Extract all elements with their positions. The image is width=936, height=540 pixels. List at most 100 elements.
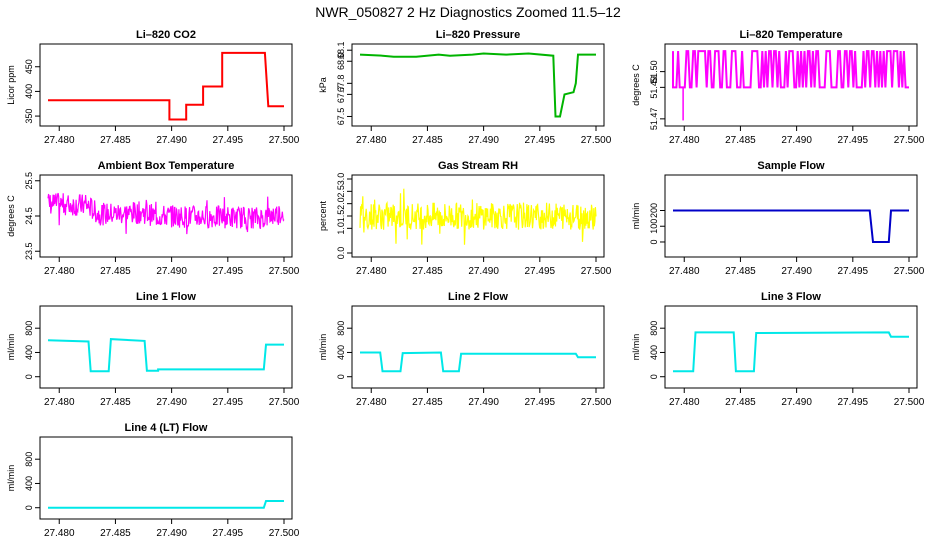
y-tick-label: 51.50 <box>649 60 659 83</box>
x-tick-label: 27.490 <box>468 397 499 408</box>
series-line <box>673 331 909 373</box>
y-tick-label: 0.0 <box>336 247 346 260</box>
y-tick-label: 51.47 <box>649 108 659 131</box>
y-tick-label: 67.5 <box>336 108 346 126</box>
x-tick-label: 27.500 <box>269 135 300 146</box>
plot-frame <box>664 305 918 389</box>
chart-title: Li–820 CO2 <box>136 29 196 41</box>
x-tick-label: 27.500 <box>894 135 925 146</box>
chart-panel: Ambient Box Temperature 27.480 27.485 27.49… <box>6 160 300 277</box>
x-tick-label: 27.480 <box>356 266 387 277</box>
y-axis-label: Licor ppm <box>6 65 16 105</box>
y-tick-label: 400 <box>336 345 346 360</box>
x-tick-label: 27.500 <box>269 528 300 539</box>
plot-frame <box>664 43 918 127</box>
x-tick-label: 27.485 <box>412 135 443 146</box>
x-tick-label: 27.500 <box>894 266 925 277</box>
series-line <box>673 209 909 243</box>
y-axis-label: ml/min <box>318 334 328 361</box>
x-tick-label: 27.495 <box>525 135 556 146</box>
x-tick-label: 27.490 <box>781 266 812 277</box>
y-tick-label: 400 <box>24 345 34 360</box>
x-tick-label: 27.490 <box>781 397 812 408</box>
x-tick-label: 27.480 <box>669 266 700 277</box>
x-tick-label: 27.490 <box>156 397 187 408</box>
y-tick-label: 800 <box>24 321 34 336</box>
x-tick-label: 27.500 <box>581 135 612 146</box>
y-axis-label: ml/min <box>6 334 16 361</box>
plot-frame <box>39 436 293 520</box>
y-axis-label: ml/min <box>6 465 16 492</box>
series-line <box>48 500 284 509</box>
chart-panel: Line 2 Flow 27.480 27.485 27.490 27.495 27.50… <box>318 291 612 408</box>
x-tick-label: 27.485 <box>100 135 131 146</box>
x-tick-label: 27.500 <box>581 397 612 408</box>
y-tick-label: 1.5 <box>336 210 346 223</box>
y-tick-label: 800 <box>336 321 346 336</box>
x-tick-label: 27.480 <box>44 135 75 146</box>
y-tick-label: 0 <box>649 374 659 379</box>
x-tick-label: 27.480 <box>356 135 387 146</box>
x-tick-label: 27.485 <box>100 397 131 408</box>
x-tick-label: 27.495 <box>838 135 869 146</box>
chart-title: Gas Stream RH <box>438 160 518 172</box>
x-tick-label: 27.485 <box>100 528 131 539</box>
x-tick-label: 27.485 <box>725 266 756 277</box>
y-tick-label: 400 <box>24 476 34 491</box>
plot-frame <box>39 305 293 389</box>
x-tick-label: 27.500 <box>581 266 612 277</box>
x-tick-label: 27.490 <box>781 135 812 146</box>
x-tick-label: 27.480 <box>44 397 75 408</box>
y-axis-label: degrees C <box>631 64 641 106</box>
x-tick-label: 27.490 <box>468 266 499 277</box>
y-tick-label: 450 <box>24 59 34 74</box>
chart-title: Sample Flow <box>757 160 825 172</box>
figure-title: NWR_050827 2 Hz Diagnostics Zoomed 11.5–… <box>315 4 621 20</box>
x-tick-label: 27.495 <box>213 266 244 277</box>
series-line <box>359 52 596 118</box>
y-tick-label: 24.5 <box>24 207 34 225</box>
x-tick-label: 27.485 <box>412 397 443 408</box>
y-tick-label: 350 <box>24 109 34 124</box>
y-tick-label: 800 <box>24 452 34 467</box>
chart-panel: Li–820 CO2 27.480 27.485 27.490 27.495 27.500… <box>6 29 300 146</box>
y-axis-label: ml/min <box>631 203 641 230</box>
y-tick-label: 400 <box>649 345 659 360</box>
chart-title: Li–820 Pressure <box>436 29 520 41</box>
y-tick-label: 0 <box>336 374 346 379</box>
x-tick-label: 27.490 <box>156 528 187 539</box>
chart-panel: Gas Stream RH 27.480 27.485 27.490 27.495 27.… <box>318 160 612 277</box>
chart-panel: Line 1 Flow 27.480 27.485 27.490 27.495 27.50… <box>6 291 300 408</box>
x-tick-label: 27.490 <box>156 266 187 277</box>
x-tick-label: 27.480 <box>44 528 75 539</box>
chart-title: Line 3 Flow <box>761 291 821 303</box>
y-tick-label: 800 <box>649 321 659 336</box>
y-axis-label: degrees C <box>6 195 16 237</box>
x-tick-label: 27.485 <box>100 266 131 277</box>
series-line <box>47 338 284 373</box>
chart-title: Ambient Box Temperature <box>98 160 235 172</box>
series-line <box>48 51 284 121</box>
x-tick-label: 27.485 <box>725 135 756 146</box>
y-tick-label: 51.49 <box>649 76 659 99</box>
y-tick-label: 68.0 <box>336 52 346 70</box>
series-line <box>360 351 596 373</box>
x-tick-label: 27.495 <box>525 397 556 408</box>
x-tick-label: 27.485 <box>412 266 443 277</box>
x-tick-label: 27.500 <box>894 397 925 408</box>
y-tick-label: 400 <box>24 84 34 99</box>
chart-title: Line 2 Flow <box>448 291 508 303</box>
chart-panel: Line 3 Flow 27.480 27.485 27.490 27.495 27.50… <box>631 291 925 408</box>
y-axis-label: kPa <box>318 77 328 93</box>
y-tick-label: 3.0 <box>336 173 346 186</box>
x-tick-label: 27.495 <box>838 266 869 277</box>
plot-frame <box>39 43 293 127</box>
x-tick-label: 27.500 <box>269 266 300 277</box>
series-line <box>672 50 909 89</box>
chart-panel: Li–820 Pressure 27.480 27.485 27.490 27.495 2… <box>318 29 612 146</box>
y-tick-label: 2.5 <box>336 185 346 198</box>
y-tick-label: 67.7 <box>336 86 346 104</box>
chart-title: Li–820 Temperature <box>739 29 842 41</box>
y-tick-label: 0 <box>649 239 659 244</box>
